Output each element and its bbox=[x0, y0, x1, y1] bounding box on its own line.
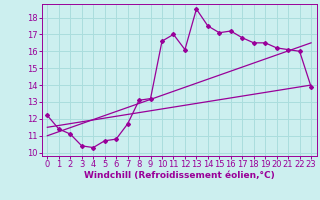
X-axis label: Windchill (Refroidissement éolien,°C): Windchill (Refroidissement éolien,°C) bbox=[84, 171, 275, 180]
